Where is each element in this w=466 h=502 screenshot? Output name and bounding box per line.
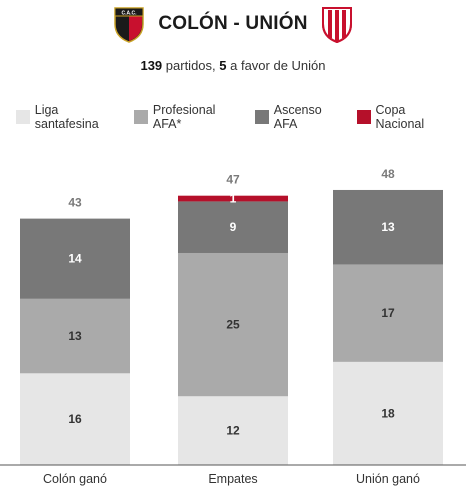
chart-legend: Liga santafesina Profesional AFA* Ascenso …: [16, 103, 466, 131]
bar-segment: [20, 373, 130, 465]
bar-segment: [178, 195, 288, 202]
bar-segment: [178, 201, 288, 253]
bar-value-label: 13: [381, 220, 395, 234]
bar-value-label: 14: [68, 252, 82, 266]
legend-label: Profesional AFA*: [152, 103, 216, 131]
svg-text:C.A.C.: C.A.C.: [122, 11, 138, 17]
category-label: Unión ganó: [356, 472, 420, 486]
matches-count: 139: [140, 58, 163, 73]
legend-swatch: [134, 110, 148, 124]
bar-total-label: 47: [226, 173, 240, 187]
category-label: Colón ganó: [43, 472, 107, 486]
bar-segment: [333, 264, 443, 362]
favor-count: 5: [219, 58, 227, 73]
legend-swatch: [356, 110, 371, 124]
legend-label: Ascenso AFA: [273, 103, 322, 131]
legend-label: Copa Nacional: [375, 103, 425, 131]
category-label: Empates: [208, 472, 257, 486]
bar-value-label: 9: [230, 220, 237, 234]
bar-segment: [333, 189, 443, 265]
legend-swatch: [255, 110, 269, 124]
union-crest-icon: [321, 7, 352, 44]
colon-crest-icon: C.A.C.: [114, 7, 145, 43]
subtitle-text-a: partidos,: [162, 58, 220, 73]
bar-value-label: 16: [68, 412, 82, 426]
legend-swatch: [16, 110, 30, 124]
bar-segment: [20, 218, 130, 299]
bar-segment: [333, 361, 443, 465]
chart-header: C.A.C. COLÓN - UNIÓN: [0, 0, 466, 48]
bar-total-label: 43: [68, 196, 82, 210]
subtitle-text-b: a favor de Unión: [226, 58, 326, 73]
bar-value-label: 0: [385, 176, 392, 190]
chart-subtitle: 139 partidos, 5 a favor de Unión: [0, 58, 466, 73]
bar-value-label: 1: [230, 192, 237, 206]
bar-value-label: 18: [381, 406, 395, 420]
bar-value-label: 0: [72, 205, 79, 219]
legend-label: Liga santafesina: [34, 103, 99, 131]
legend-item: Profesional AFA*: [134, 103, 245, 131]
chart-title: COLÓN - UNIÓN: [158, 13, 308, 34]
bar-segment: [178, 252, 288, 397]
bar-value-label: 12: [226, 424, 240, 438]
bar-value-label: 17: [381, 306, 395, 320]
legend-item: Copa Nacional: [356, 103, 456, 131]
legend-item: Ascenso AFA: [255, 103, 347, 131]
bar-segment: [178, 396, 288, 465]
bar-segment: [20, 298, 130, 374]
legend-item: Liga santafesina: [16, 103, 124, 131]
bar-total-label: 48: [381, 167, 395, 181]
bar-value-label: 13: [68, 329, 82, 343]
bar-value-label: 25: [226, 318, 240, 332]
